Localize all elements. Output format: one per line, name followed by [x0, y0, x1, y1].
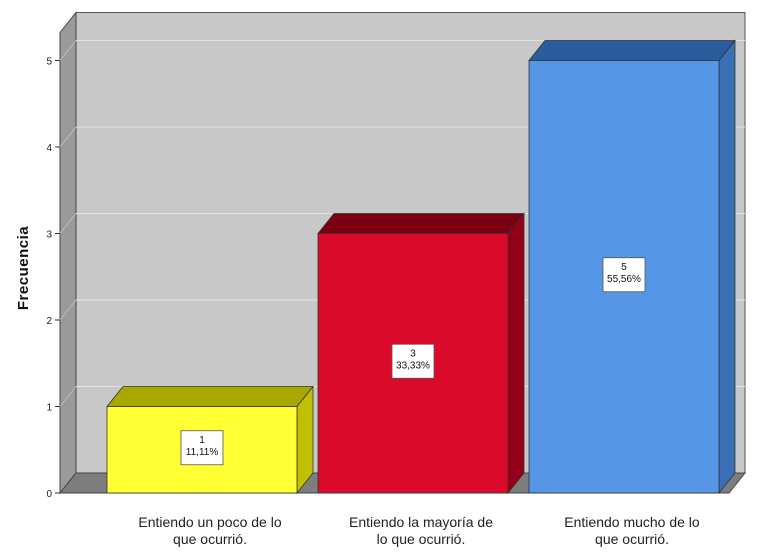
category-label: que ocurrió.	[595, 531, 669, 547]
gridline-side	[59, 299, 77, 321]
bar-top	[317, 213, 525, 234]
bar-top	[106, 386, 314, 407]
data-label: 5	[621, 262, 627, 273]
category-label: que ocurrió.	[173, 531, 247, 547]
y-axis-label: Frecuencia	[15, 226, 32, 310]
side-wall	[59, 11, 77, 495]
gridline-side	[59, 386, 77, 407]
category-label: Entiendo un poco de lo	[138, 514, 281, 530]
category-label: lo que ocurrió.	[377, 531, 466, 547]
data-label-box	[180, 430, 224, 466]
y-tick-label: 0	[46, 489, 52, 500]
data-label-box	[391, 343, 435, 379]
y-tick-label: 4	[46, 143, 52, 154]
y-tick-label: 2	[46, 316, 52, 327]
data-label: 1	[199, 435, 205, 446]
y-axis-ticks: 0 1 2 3 4 5	[46, 57, 60, 500]
gridline-side	[59, 126, 77, 148]
data-label-box	[602, 257, 646, 293]
data-label: 33,33%	[396, 360, 430, 371]
bar-top	[528, 40, 736, 61]
bar-side	[718, 39, 736, 495]
gridline-side	[59, 40, 77, 61]
data-label: 55,56%	[607, 274, 641, 285]
bar-side	[507, 212, 525, 495]
bar: 111,11%	[106, 385, 314, 495]
bar: 333,33%	[317, 212, 525, 495]
bars: 111,11%333,33%555,56%	[106, 39, 736, 495]
category-label: Entiendo mucho de lo	[564, 514, 700, 530]
gridline-side	[59, 213, 77, 234]
y-tick-label: 1	[46, 403, 52, 414]
data-label: 3	[410, 348, 416, 359]
data-label: 11,11%	[186, 447, 219, 458]
y-tick-label: 5	[46, 57, 52, 68]
bar: 555,56%	[528, 39, 736, 495]
y-tick-label: 3	[46, 230, 52, 241]
category-label: Entiendo la mayoría de	[349, 514, 493, 530]
